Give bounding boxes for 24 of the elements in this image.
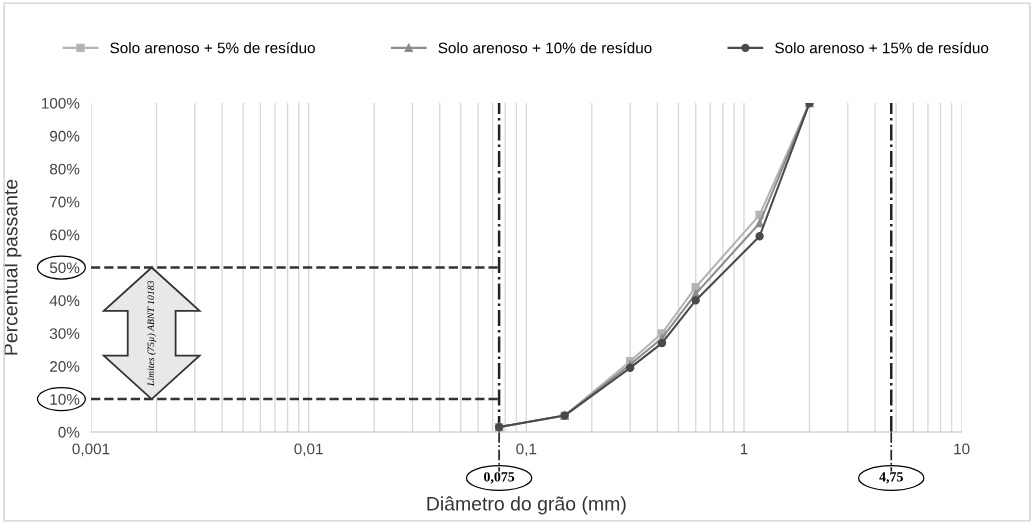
y-tick-label: 80%: [49, 163, 80, 175]
y-tick-label: 70%: [50, 196, 80, 208]
x-tick-label: 0,001: [72, 443, 110, 457]
x-tick-label: 0,1: [516, 443, 537, 457]
y-tick-label: 100%: [41, 97, 80, 109]
annotation: Limites (75µ) ABNT 10183: [147, 280, 157, 387]
legend-label: Solo arenoso + 5% de resíduo: [110, 41, 315, 54]
y-axis-title: Percentual passante: [3, 179, 22, 355]
x-tick-label: 1: [740, 443, 748, 455]
ref-line-label: 0,075: [484, 472, 515, 484]
y-tick-label: 20%: [50, 361, 80, 372]
legend-label: Solo arenoso + 15% de resíduo: [775, 41, 989, 54]
x-axis-title: Diâmetro do grão (mm): [427, 496, 626, 515]
ref-line-label: 4,75: [879, 472, 903, 484]
y-tick-label: 10%: [50, 393, 80, 405]
y-tick-label: 90%: [50, 130, 80, 142]
x-tick-label: 10: [954, 443, 970, 455]
y-tick-label: 30%: [49, 328, 80, 339]
y-tick-label: 60%: [50, 229, 80, 241]
y-tick-label: 40%: [49, 295, 80, 307]
legend-label: Solo arenoso + 10% de resíduo: [438, 41, 652, 54]
y-tick-label: 0%: [58, 426, 80, 438]
x-tick-label: 0,01: [294, 443, 323, 457]
y-tick-label: 50%: [49, 262, 80, 274]
